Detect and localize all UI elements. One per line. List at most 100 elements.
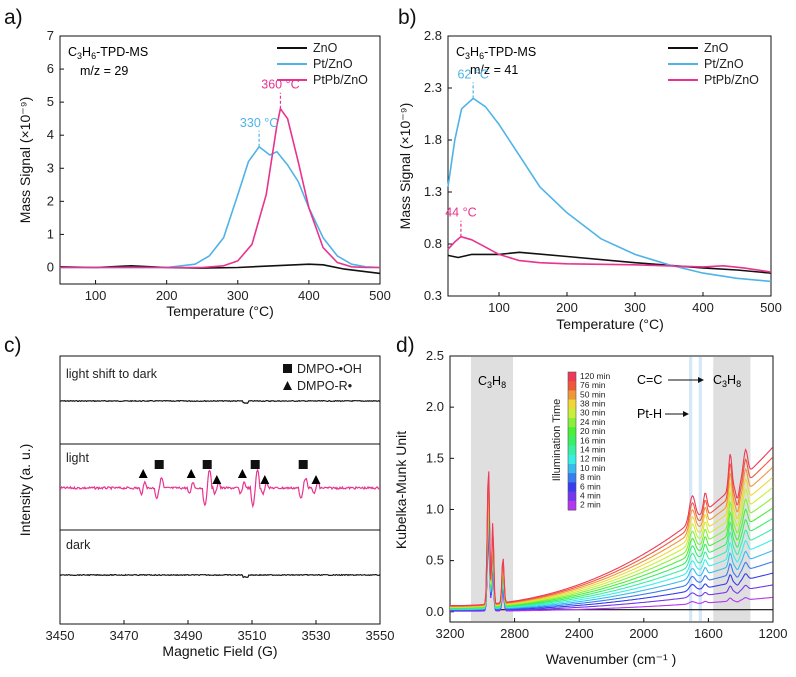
legend-label: Pt/ZnO xyxy=(704,57,744,71)
colorbar-label: 30 min xyxy=(580,408,606,418)
legend-label: ZnO xyxy=(704,41,729,55)
legend-triangle-marker xyxy=(283,381,292,390)
panel-b-legend: ZnO Pt/ZnO PtPb/ZnO xyxy=(668,41,759,87)
panel-b-series xyxy=(447,97,772,283)
y-tick-label: 0.5 xyxy=(426,553,444,568)
x-tick-label: 2000 xyxy=(629,626,658,641)
x-tick-label: 1600 xyxy=(694,626,723,641)
legend-label: ZnO xyxy=(313,41,338,55)
series-line-ptpb-zno xyxy=(60,107,380,269)
panel-b: b) 100 200 300 400 500 0.3 0.8 1.3 1.8 2.3 2.8 C3… xyxy=(397,6,782,332)
square-marker xyxy=(298,460,308,469)
colorbar-segment xyxy=(568,454,576,465)
shaded-band xyxy=(698,357,702,621)
panel-a-ylabel: Mass Signal (×10⁻⁹) xyxy=(17,97,33,224)
legend-label: Pt/ZnO xyxy=(313,57,353,71)
y-tick-label: 0.8 xyxy=(424,236,442,251)
x-tick-label: 100 xyxy=(85,288,107,303)
y-tick-label: 0.3 xyxy=(424,288,442,303)
x-tick-label: 1200 xyxy=(759,626,788,641)
y-tick-label: 0.0 xyxy=(426,604,444,619)
y-tick-label: 2.5 xyxy=(426,348,444,363)
panel-c-sublabel-2: light xyxy=(66,451,89,465)
panel-d-frame xyxy=(449,355,774,623)
y-tick-label: 6 xyxy=(47,61,54,76)
y-tick-label: 2.3 xyxy=(424,80,442,95)
panel-d-series xyxy=(450,447,774,612)
panel-a-mz: m/z = 29 xyxy=(80,64,128,78)
panel-b-xlabel: Temperature (°C) xyxy=(556,316,664,332)
x-tick-label: 2400 xyxy=(565,626,594,641)
x-tick-label: 400 xyxy=(298,288,320,303)
colorbar-segment xyxy=(568,473,576,483)
colorbar-label: 14 min xyxy=(580,445,606,455)
colorbar-label: 120 min xyxy=(580,371,611,381)
band-label-pth: Pt-H xyxy=(637,407,662,421)
y-tick-label: 7 xyxy=(47,28,54,43)
x-tick-label: 3490 xyxy=(174,628,203,643)
panel-d-x-ticks: 3200 2800 2400 2000 1600 1200 xyxy=(436,618,788,641)
panel-c-series xyxy=(59,399,381,579)
panel-c-markers xyxy=(138,460,321,484)
panel-c-sublabel-1: light shift to dark xyxy=(66,367,158,381)
colorbar-segment xyxy=(568,436,576,447)
peak-label: 44 °C xyxy=(445,206,476,220)
panel-a-title: C3H6-TPD-MS xyxy=(68,45,148,61)
panel-c-xlabel: Magnetic Field (G) xyxy=(162,643,277,659)
y-tick-label: 4 xyxy=(47,127,54,142)
x-tick-label: 200 xyxy=(556,300,578,315)
series-line-zno xyxy=(59,263,381,275)
panel-a-y-ticks: 0 1 2 3 4 5 6 7 xyxy=(47,28,64,274)
band-label-c3h8-right: C3H8 xyxy=(713,373,741,389)
y-tick-label: 3 xyxy=(47,160,54,175)
x-tick-label: 500 xyxy=(369,288,391,303)
legend-dmpo-r: DMPO-R• xyxy=(297,379,352,393)
panel-a-legend: ZnO Pt/ZnO PtPb/ZnO xyxy=(277,41,368,87)
panel-c-sublabel-3: dark xyxy=(66,538,91,552)
colorbar-segment xyxy=(568,491,576,502)
epr-trace-3 xyxy=(59,573,381,579)
panel-b-ylabel: Mass Signal (×10⁻⁹) xyxy=(397,103,413,230)
colorbar-segment xyxy=(568,399,576,410)
colorbar-frame xyxy=(567,371,577,511)
square-marker xyxy=(202,460,212,469)
panel-a-x-ticks: 100 200 300 400 500 xyxy=(85,280,391,303)
panel-b-y-ticks: 0.3 0.8 1.3 1.8 2.3 2.8 xyxy=(424,28,452,303)
square-marker xyxy=(154,460,164,469)
panel-d-y-ticks: 0.0 0.5 1.0 1.5 2.0 2.5 xyxy=(426,348,454,619)
x-tick-label: 300 xyxy=(624,300,646,315)
spectrum-0-min xyxy=(450,514,773,611)
panel-c-label: c) xyxy=(4,334,22,357)
legend-dmpo-oh: DMPO-•OH xyxy=(297,362,362,376)
colorbar-segment xyxy=(568,381,576,391)
colorbar-label: 4 min xyxy=(580,491,601,501)
panel-c: c) 3450 3470 3490 3510 3530 3550 light shift … xyxy=(4,334,394,659)
cc-arrow-head xyxy=(698,377,704,383)
colorbar-segment xyxy=(568,500,576,511)
y-tick-label: 1.3 xyxy=(424,184,442,199)
panel-b-peak-labels: 62 °C 44 °C xyxy=(445,67,489,237)
legend-label: PtPb/ZnO xyxy=(313,73,368,87)
epr-trace-1 xyxy=(59,399,381,405)
peak-label: 330 °C xyxy=(240,116,278,130)
colorbar-label: 76 min xyxy=(580,380,606,390)
panel-c-x-ticks: 3450 3470 3490 3510 3530 3550 xyxy=(46,620,394,643)
triangle-marker xyxy=(237,469,247,478)
x-tick-label: 3510 xyxy=(238,628,267,643)
y-tick-label: 2.8 xyxy=(424,28,442,43)
colorbar-label: 50 min xyxy=(580,389,606,399)
x-tick-label: 100 xyxy=(488,300,510,315)
panel-b-x-ticks: 100 200 300 400 500 xyxy=(488,292,782,315)
x-tick-label: 2800 xyxy=(500,626,529,641)
x-tick-label: 3530 xyxy=(302,628,331,643)
peak-label: 62 °C xyxy=(457,67,488,81)
band-label-c3h8-left: C3H8 xyxy=(478,374,506,390)
triangle-marker xyxy=(212,475,222,484)
panel-a-label: a) xyxy=(4,6,23,29)
band-label-cc: C=C xyxy=(637,373,662,387)
panel-c-ylabel: Intensity (a. u.) xyxy=(17,444,33,537)
x-tick-label: 400 xyxy=(692,300,714,315)
triangle-marker xyxy=(260,475,270,484)
y-tick-label: 2.0 xyxy=(426,399,444,414)
